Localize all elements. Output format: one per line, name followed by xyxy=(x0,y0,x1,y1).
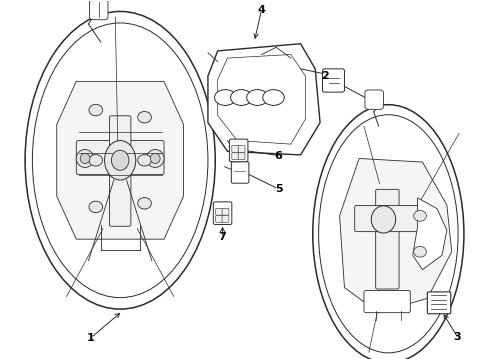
Text: 7: 7 xyxy=(218,232,226,242)
FancyBboxPatch shape xyxy=(363,291,409,313)
Ellipse shape xyxy=(138,154,151,166)
Polygon shape xyxy=(339,158,451,313)
Text: 5: 5 xyxy=(274,184,282,194)
Ellipse shape xyxy=(370,206,395,233)
Circle shape xyxy=(230,90,251,105)
Text: 1: 1 xyxy=(87,333,95,343)
Ellipse shape xyxy=(89,104,102,116)
FancyBboxPatch shape xyxy=(375,189,398,289)
Polygon shape xyxy=(217,54,305,144)
FancyBboxPatch shape xyxy=(231,145,238,152)
FancyBboxPatch shape xyxy=(89,0,108,20)
Text: 3: 3 xyxy=(453,332,461,342)
FancyBboxPatch shape xyxy=(238,145,244,152)
Ellipse shape xyxy=(138,198,151,209)
Ellipse shape xyxy=(89,154,102,166)
Ellipse shape xyxy=(89,201,102,213)
FancyBboxPatch shape xyxy=(109,116,131,226)
Ellipse shape xyxy=(80,153,90,163)
Ellipse shape xyxy=(25,12,215,309)
FancyBboxPatch shape xyxy=(354,206,421,231)
Ellipse shape xyxy=(146,149,163,167)
Text: 2: 2 xyxy=(321,71,328,81)
Ellipse shape xyxy=(413,246,426,257)
FancyBboxPatch shape xyxy=(215,208,222,215)
FancyBboxPatch shape xyxy=(322,69,344,92)
FancyBboxPatch shape xyxy=(222,208,228,215)
Polygon shape xyxy=(57,81,183,239)
Ellipse shape xyxy=(312,105,463,360)
Circle shape xyxy=(214,90,236,105)
FancyBboxPatch shape xyxy=(76,140,163,175)
Circle shape xyxy=(262,90,284,105)
Circle shape xyxy=(246,90,267,105)
Ellipse shape xyxy=(318,115,457,353)
Ellipse shape xyxy=(150,153,160,163)
FancyBboxPatch shape xyxy=(213,202,231,225)
Ellipse shape xyxy=(138,112,151,123)
Ellipse shape xyxy=(111,150,129,170)
Ellipse shape xyxy=(104,140,136,180)
Polygon shape xyxy=(207,44,320,155)
FancyBboxPatch shape xyxy=(238,153,244,159)
Ellipse shape xyxy=(413,211,426,221)
FancyBboxPatch shape xyxy=(427,292,450,314)
FancyBboxPatch shape xyxy=(229,139,247,162)
FancyBboxPatch shape xyxy=(231,162,248,183)
Ellipse shape xyxy=(76,149,94,167)
Text: 4: 4 xyxy=(257,5,265,15)
FancyBboxPatch shape xyxy=(222,216,228,222)
Polygon shape xyxy=(412,198,446,270)
FancyBboxPatch shape xyxy=(231,153,238,159)
Ellipse shape xyxy=(32,23,207,298)
FancyBboxPatch shape xyxy=(364,90,383,109)
Text: 6: 6 xyxy=(274,150,282,161)
FancyBboxPatch shape xyxy=(215,216,222,222)
